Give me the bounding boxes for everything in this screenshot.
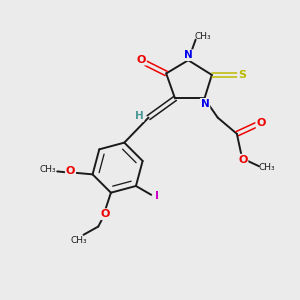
Text: O: O <box>66 166 75 176</box>
Text: I: I <box>154 191 158 201</box>
Text: N: N <box>184 50 193 60</box>
Text: O: O <box>256 118 266 128</box>
Text: O: O <box>136 55 146 64</box>
Text: S: S <box>238 70 246 80</box>
Text: N: N <box>201 99 209 109</box>
Text: CH₃: CH₃ <box>195 32 211 41</box>
Text: CH₃: CH₃ <box>259 163 275 172</box>
Text: O: O <box>101 209 110 219</box>
Text: CH₃: CH₃ <box>40 166 56 175</box>
Text: O: O <box>238 155 248 165</box>
Text: CH₃: CH₃ <box>71 236 87 244</box>
Text: H: H <box>135 111 143 121</box>
